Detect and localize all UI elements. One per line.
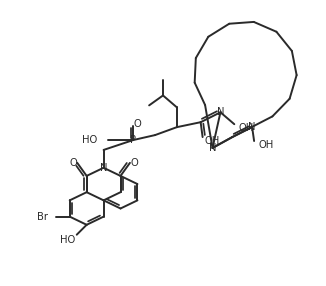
Text: OH: OH — [205, 136, 220, 146]
Text: OH: OH — [238, 123, 254, 133]
Text: HO: HO — [82, 135, 98, 145]
Text: N: N — [248, 122, 256, 132]
Text: N: N — [217, 107, 224, 117]
Text: Br: Br — [37, 212, 48, 222]
Text: P: P — [130, 135, 136, 145]
Text: O: O — [130, 158, 138, 168]
Text: OH: OH — [258, 140, 273, 150]
Text: N: N — [209, 143, 216, 153]
Text: O: O — [69, 158, 77, 168]
Text: N: N — [100, 163, 107, 173]
Text: HO: HO — [60, 235, 75, 245]
Text: O: O — [133, 119, 141, 129]
